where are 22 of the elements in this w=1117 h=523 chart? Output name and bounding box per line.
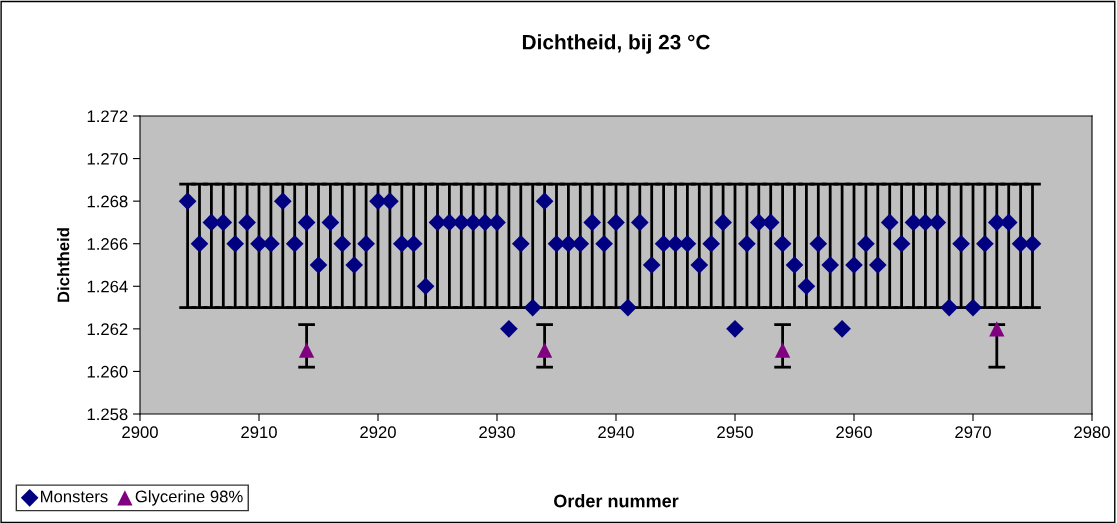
- legend-label: Glycerine 98%: [135, 490, 243, 506]
- x-tick-label: 2980: [1074, 426, 1110, 439]
- x-tick-label: 2930: [479, 426, 515, 439]
- chart-title: Dichtheid, bij 23 °C: [522, 34, 710, 54]
- y-tick-label: 1.268: [87, 195, 128, 208]
- y-tick-label: 1.270: [87, 152, 128, 165]
- x-tick-label: 2900: [122, 426, 158, 439]
- y-tick-label: 1.272: [87, 110, 128, 123]
- x-axis-title: Order nummer: [554, 494, 679, 508]
- legend-label: Monsters: [41, 490, 108, 503]
- y-tick-label: 1.258: [87, 408, 128, 421]
- y-tick-label: 1.264: [87, 280, 128, 293]
- x-tick-label: 2910: [241, 426, 277, 439]
- y-tick-label: 1.262: [87, 323, 128, 336]
- y-tick-label: 1.266: [87, 238, 128, 250]
- y-axis-title: Dichtheid: [57, 228, 70, 302]
- x-tick-label: 2970: [955, 426, 991, 439]
- y-tick-label: 1.260: [87, 365, 128, 378]
- x-tick-label: 2920: [360, 426, 396, 439]
- x-tick-label: 2940: [598, 426, 634, 439]
- x-tick-label: 2960: [836, 426, 872, 439]
- x-tick-label: 2950: [717, 426, 753, 439]
